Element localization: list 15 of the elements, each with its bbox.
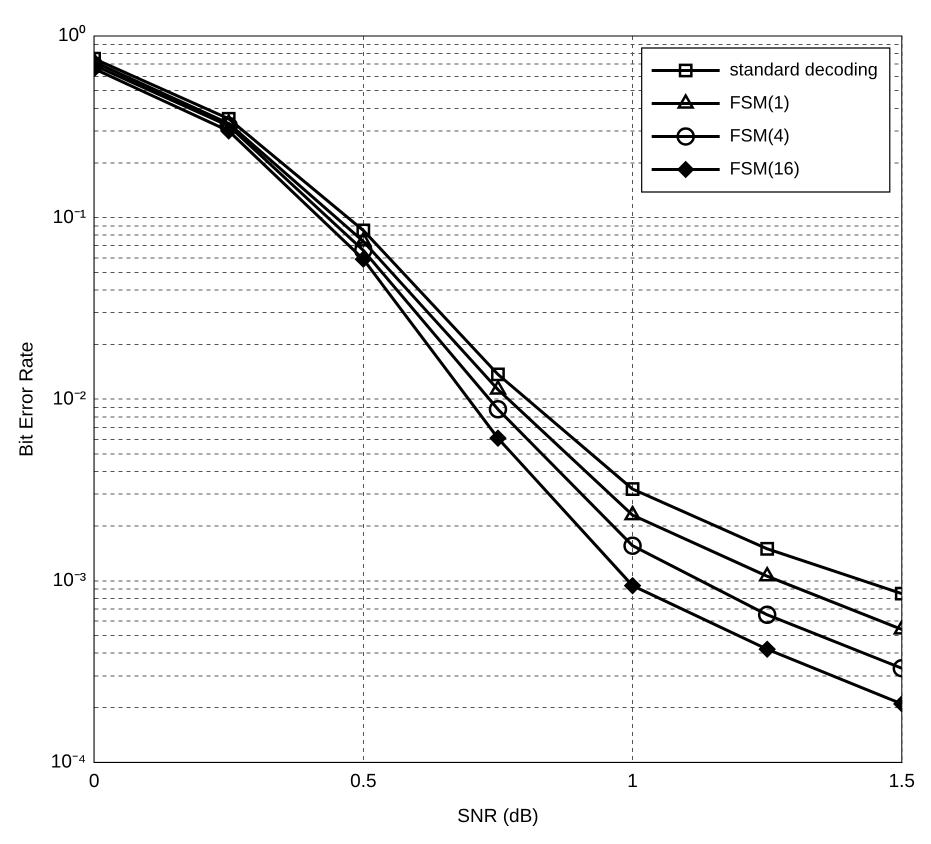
- y-tick-label: 10⁻⁴: [50, 752, 86, 773]
- y-axis-title: Bit Error Rate: [16, 342, 38, 457]
- legend-label: standard decoding: [730, 59, 878, 80]
- legend-label: FSM(16): [730, 158, 800, 178]
- y-tick-label: 10⁻³: [52, 570, 86, 592]
- legend-label: FSM(1): [730, 92, 790, 112]
- x-tick-label: 0: [88, 771, 100, 792]
- y-tick-label: 10⁰: [58, 24, 86, 46]
- x-tick-label: 1: [627, 771, 638, 792]
- x-axis-title: SNR (dB): [457, 806, 539, 827]
- x-tick-label: 0.5: [350, 771, 377, 792]
- y-tick-label: 10⁻²: [52, 388, 86, 410]
- legend-label: FSM(4): [730, 125, 790, 146]
- x-tick-label: 1.5: [888, 771, 916, 792]
- y-tick-label: 10⁻¹: [52, 206, 86, 228]
